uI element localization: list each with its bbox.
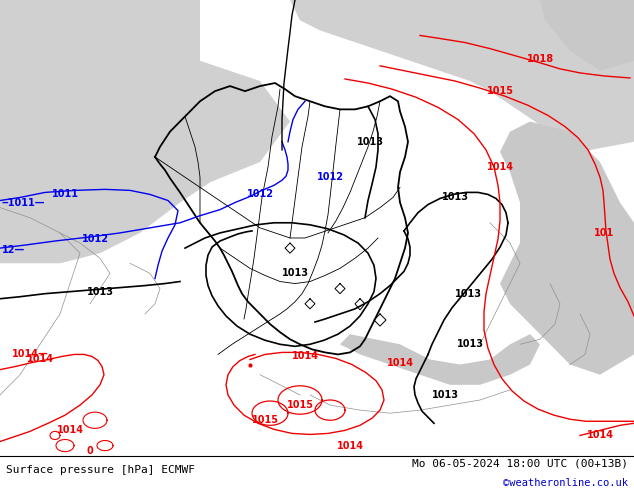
Text: 1014: 1014 <box>586 430 614 441</box>
Text: 1015: 1015 <box>287 400 313 410</box>
Text: 1013: 1013 <box>456 339 484 349</box>
Text: Mo 06-05-2024 18:00 UTC (00+13B): Mo 06-05-2024 18:00 UTC (00+13B) <box>411 459 628 468</box>
Polygon shape <box>340 334 540 385</box>
Text: 1014: 1014 <box>56 425 84 436</box>
Text: 101: 101 <box>594 228 614 238</box>
Text: 1014: 1014 <box>486 162 514 172</box>
Polygon shape <box>500 122 634 375</box>
Text: 1014: 1014 <box>27 354 53 365</box>
Text: ©weatheronline.co.uk: ©weatheronline.co.uk <box>503 478 628 489</box>
Text: 1013: 1013 <box>455 289 481 299</box>
Text: 1011: 1011 <box>51 190 79 199</box>
Polygon shape <box>0 0 290 263</box>
Text: 12—: 12— <box>2 245 25 255</box>
Polygon shape <box>540 0 634 71</box>
Text: Surface pressure [hPa] ECMWF: Surface pressure [hPa] ECMWF <box>6 465 195 475</box>
Text: 1014: 1014 <box>387 358 413 368</box>
Text: 1012: 1012 <box>82 234 108 244</box>
Text: 1013: 1013 <box>86 287 113 296</box>
Text: 1015: 1015 <box>486 86 514 96</box>
Text: 1013: 1013 <box>432 390 458 400</box>
Text: 0: 0 <box>87 445 93 456</box>
Text: 1014: 1014 <box>337 441 363 451</box>
Text: 1013: 1013 <box>281 269 309 278</box>
Text: 1013: 1013 <box>356 137 384 147</box>
Text: 1012: 1012 <box>247 190 273 199</box>
Text: 1018: 1018 <box>526 54 553 64</box>
Text: 1012: 1012 <box>316 172 344 182</box>
Text: 1014—: 1014— <box>11 349 48 360</box>
Text: 1014: 1014 <box>292 351 318 362</box>
Text: 1015: 1015 <box>252 415 278 425</box>
Polygon shape <box>290 0 634 152</box>
Text: ‒1011—: ‒1011— <box>2 197 46 208</box>
Text: 1013: 1013 <box>441 193 469 202</box>
